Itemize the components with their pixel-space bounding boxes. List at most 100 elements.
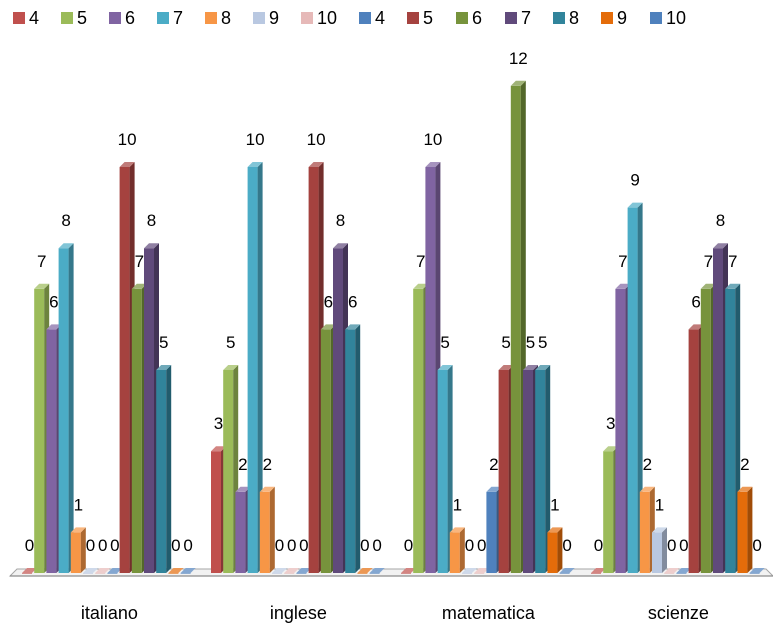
legend-swatch — [157, 12, 169, 24]
bar-front — [535, 370, 546, 573]
data-label: 0 — [404, 536, 413, 555]
bar-side — [662, 527, 667, 573]
bar-front — [58, 248, 69, 573]
bar-front — [559, 573, 570, 574]
bar-front — [83, 573, 93, 574]
bar-front — [223, 370, 234, 573]
data-label: 0 — [275, 536, 284, 555]
bar-front — [168, 573, 179, 574]
legend-swatch — [61, 12, 73, 24]
bar — [535, 365, 551, 573]
data-label: 8 — [147, 211, 156, 230]
data-label: 0 — [171, 536, 180, 555]
data-label: 6 — [348, 292, 357, 311]
bar-front — [131, 288, 142, 573]
bar-top — [615, 283, 631, 289]
bar-side — [257, 162, 263, 573]
legend-swatch — [505, 12, 517, 24]
data-label: 6 — [691, 292, 700, 311]
bar-front — [235, 491, 246, 573]
bar-front — [180, 573, 191, 574]
legend-swatch — [601, 12, 613, 24]
data-label: 2 — [489, 455, 498, 474]
bar — [272, 568, 287, 574]
bar-top — [180, 568, 196, 573]
chart-legend: 4 5 6 7 8 9 10 4 5 6 7 8 9 10 — [13, 8, 686, 28]
data-label: 0 — [287, 536, 296, 555]
legend-swatch — [456, 12, 468, 24]
bar — [652, 527, 667, 573]
bar-top — [664, 568, 680, 573]
bar-top — [535, 365, 551, 370]
legend-swatch — [253, 12, 265, 24]
bar-front — [259, 491, 270, 573]
legend-label: 9 — [269, 8, 279, 28]
legend-label: 4 — [29, 8, 39, 28]
bar-front — [639, 491, 650, 573]
bar — [180, 568, 196, 574]
bar-top — [259, 486, 275, 492]
data-label: 0 — [86, 536, 95, 555]
bar-front — [156, 370, 167, 573]
data-label: 1 — [453, 495, 462, 514]
bar-top — [22, 568, 37, 573]
data-label: 9 — [630, 171, 639, 190]
bar-front — [737, 491, 748, 573]
data-label: 0 — [25, 536, 34, 555]
legend-swatch — [301, 12, 313, 24]
bar-top — [357, 568, 373, 573]
category-label: matematica — [442, 603, 536, 623]
data-label: 12 — [509, 49, 528, 68]
bar — [247, 162, 263, 573]
bar — [259, 486, 275, 573]
data-label: 3 — [606, 414, 615, 433]
bar-front — [523, 370, 533, 573]
bar-top — [639, 486, 655, 492]
bar-front — [462, 573, 472, 574]
data-label: 3 — [214, 414, 223, 433]
bar-top — [296, 568, 312, 573]
bar-top — [737, 486, 753, 492]
bar-side — [269, 486, 275, 573]
bar-top — [58, 243, 74, 249]
legend-swatch — [407, 12, 419, 24]
bar-front — [345, 329, 356, 573]
legend-swatch — [205, 12, 217, 24]
legend-label: 9 — [617, 8, 627, 28]
data-label: 2 — [263, 455, 272, 474]
bar — [559, 568, 575, 574]
bar-front — [70, 532, 81, 573]
bar-side — [557, 527, 563, 573]
bar-top — [591, 568, 606, 573]
bar-front — [34, 288, 45, 573]
data-label: 5 — [226, 333, 235, 352]
data-label: 7 — [37, 252, 46, 271]
bar-top — [725, 283, 741, 289]
bar-top — [688, 324, 704, 330]
bar-front — [652, 532, 662, 573]
bar-top — [211, 446, 226, 452]
data-label: 0 — [477, 536, 486, 555]
bar — [676, 568, 692, 574]
bar-top — [34, 283, 50, 289]
data-label: 0 — [110, 536, 119, 555]
data-label: 7 — [728, 252, 737, 271]
bar-top — [498, 365, 514, 370]
legend-label: 10 — [317, 8, 337, 28]
bar — [296, 568, 312, 574]
bar-top — [547, 527, 563, 533]
bar-top — [486, 486, 502, 492]
data-label: 7 — [704, 252, 713, 271]
bar-front — [107, 573, 118, 574]
data-label: 0 — [562, 536, 571, 555]
bar — [156, 365, 172, 573]
bar-top — [70, 527, 86, 533]
legend-swatch — [109, 12, 121, 24]
bar-top — [627, 202, 643, 208]
data-label: 1 — [655, 495, 664, 514]
bar — [737, 486, 753, 573]
bar-front — [357, 573, 368, 574]
bar — [401, 568, 416, 574]
data-label: 5 — [440, 333, 449, 352]
